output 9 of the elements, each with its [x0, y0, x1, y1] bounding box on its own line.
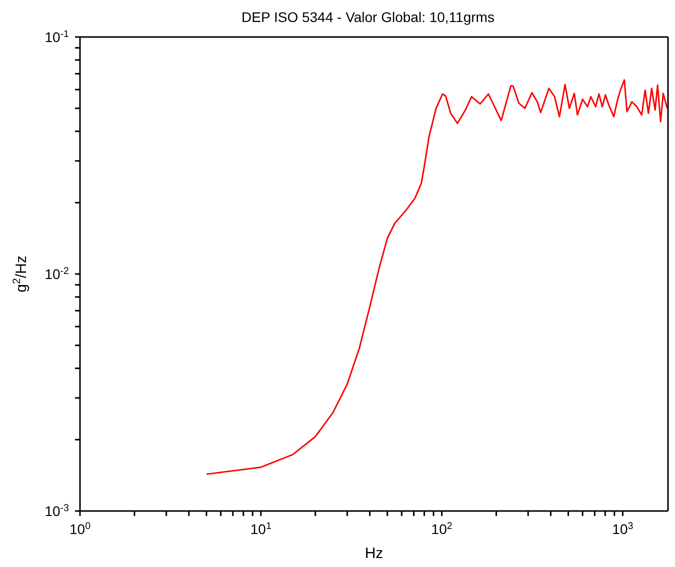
- x-axis-title: Hz: [364, 545, 384, 562]
- x-tick-label: 10$^{1}$: [250, 520, 272, 537]
- x-tick-label: 10$^{3}$: [612, 520, 634, 537]
- y-tick-label: 10$^{-1}$: [44, 28, 69, 45]
- chart-title: DEP ISO 5344 - Valor Global: 10,11grms: [240, 8, 496, 27]
- x-tick-label: 10$^{2}$: [431, 520, 452, 537]
- x-tick-label: 10$^{0}$: [69, 520, 92, 537]
- y-tick-label: 10$^{-3}$: [44, 502, 70, 519]
- y-tick-label: 10$^{-2}$: [44, 266, 69, 282]
